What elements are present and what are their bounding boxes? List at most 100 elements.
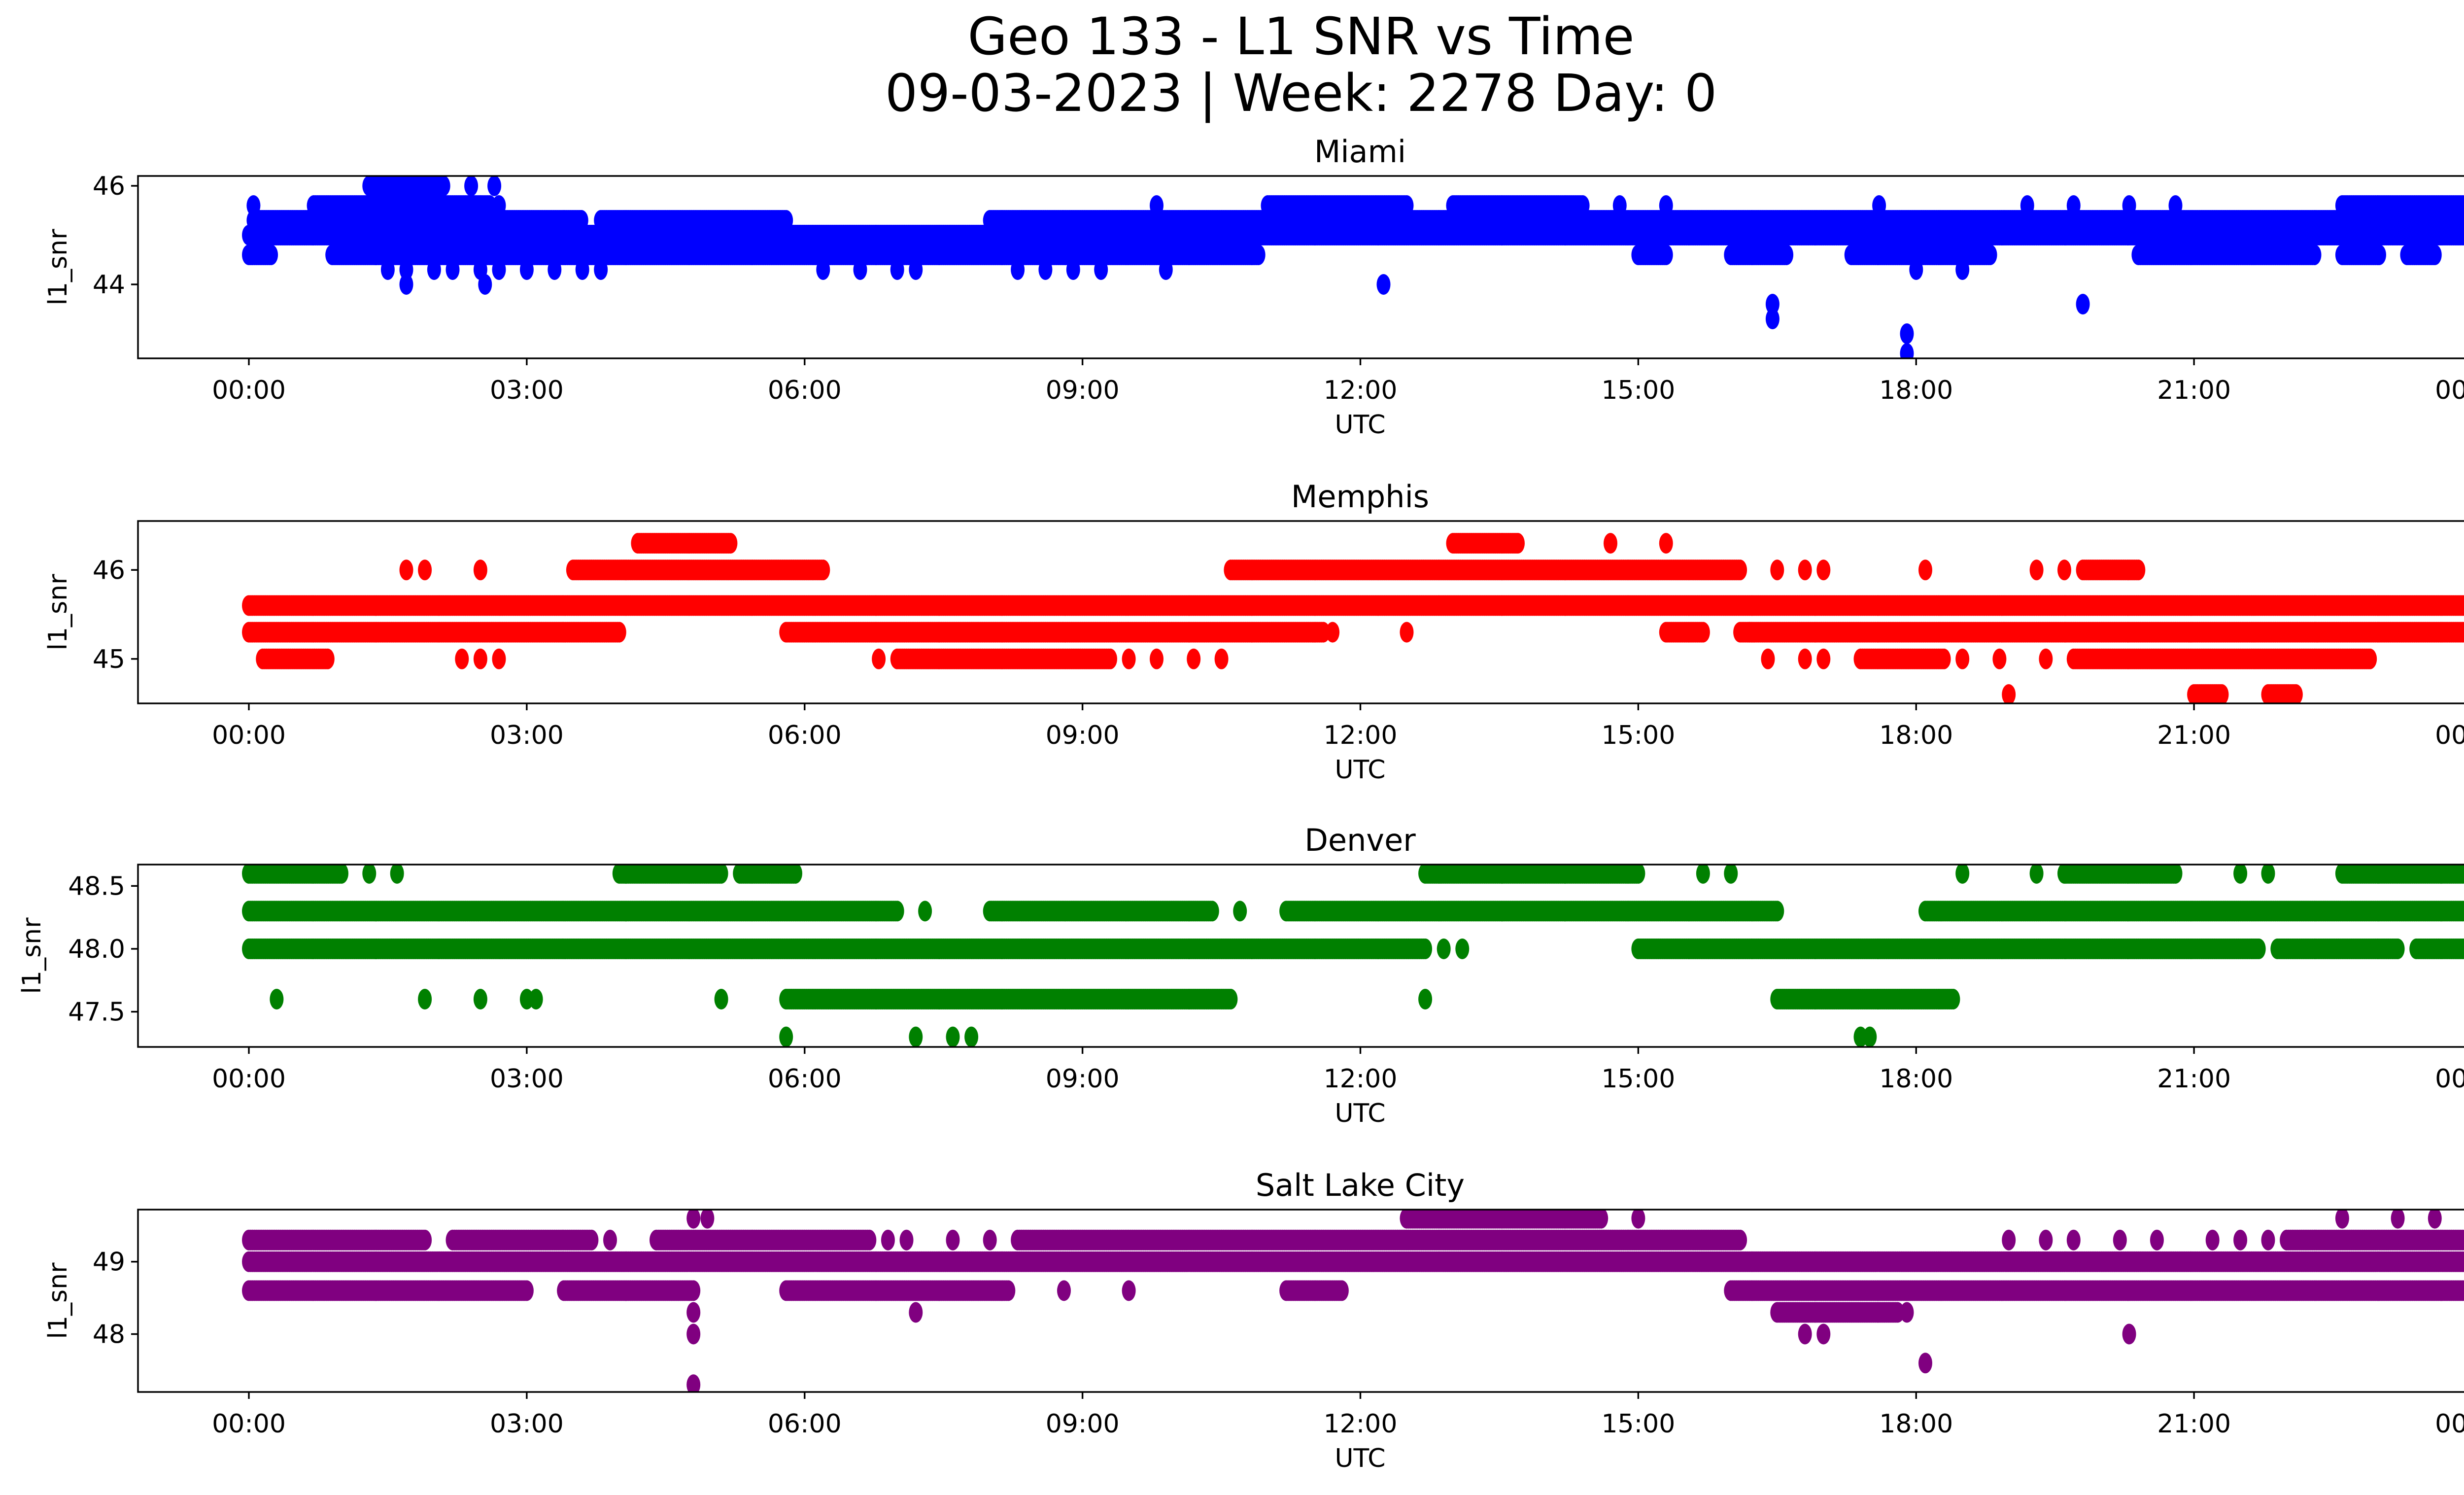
data-point [1659,244,1673,265]
segment [1724,244,1794,265]
x-tick-label: 21:00 [2157,376,2231,405]
data-point [1400,195,1414,216]
segment [779,622,1331,643]
data-point [2307,244,2322,265]
panel-title: Memphis [1291,479,1429,515]
data-point [890,259,904,280]
x-tick-label: 00:00 [212,376,286,405]
data-point [264,244,278,265]
data-point [1900,323,1914,344]
data-point [464,176,479,196]
data-point [1376,274,1391,295]
segment [983,210,2464,231]
y-tick-label: 44 [93,270,125,300]
segment [325,244,1266,265]
segment [594,210,793,231]
data-point [436,176,450,196]
data-point [473,195,487,216]
segment [1446,195,1590,216]
data-point [594,259,608,280]
data-point [1765,309,1780,329]
data-point [1872,195,1886,216]
data-point [492,259,506,280]
segment [242,622,626,643]
data-point [612,622,626,643]
panels: Miami 44 46 l1_snr 00:00 03:00 06:00 09:00 12:00… [17,134,2464,1473]
segment [2335,195,2464,216]
x-tick-label: 03:00 [490,376,564,405]
segment [362,176,450,196]
data-point [1909,259,1923,280]
data-point [2461,597,2464,614]
chart-title: Geo 133 - L1 SNR vs Time [967,6,1634,67]
x-tick-label: 06:00 [768,376,842,405]
x-tick-label: 15:00 [1601,376,1675,405]
data-point [779,210,793,231]
data-point [1765,294,1780,314]
segment [2335,244,2386,265]
data-point [574,210,588,231]
data-point [1983,244,1997,265]
data-point [2076,294,2090,314]
data-point [478,274,492,295]
data-point [1150,195,1164,216]
data-point [2461,212,2464,229]
data-point [2168,195,2183,216]
segment [2131,244,2322,265]
data-point [399,274,413,295]
data-point [519,259,534,280]
x-tick-label: 18:00 [1879,376,1953,405]
data-point [1955,259,1970,280]
x-tick-label: 09:00 [1046,376,1120,405]
data-point [399,259,413,280]
y-axis-label: l1_snr [43,229,73,306]
data-point [1159,259,1173,280]
x-axis-label: UTC [1335,410,1385,440]
data-point [548,259,562,280]
data-point [1011,259,1025,280]
data-point [1251,244,1266,265]
data-point [1780,244,1794,265]
data-point [853,259,867,280]
segment [242,244,278,265]
data-point [909,259,923,280]
data-point [2020,195,2034,216]
segment [1844,244,1997,265]
data-point [492,195,506,216]
segment [307,195,497,216]
data-point [2372,244,2386,265]
data-point [246,195,261,216]
data-point [2461,197,2464,214]
segment [1261,195,1414,216]
data-point [2066,195,2081,216]
data-point [380,259,395,280]
series-points [242,533,2464,703]
x-tick-label: 00:00 [2435,376,2464,405]
segment [1631,244,1673,265]
data-point [816,259,830,280]
segment [2400,244,2442,265]
data-point [445,259,460,280]
data-point [1575,195,1590,216]
data-point [427,259,441,280]
chart-subtitle: 09-03-2023 | Week: 2278 Day: 0 [885,63,1717,123]
data-point [2428,244,2442,265]
segment [242,595,2464,616]
data-point [575,259,589,280]
data-point [1612,195,1627,216]
y-tick-label: 46 [93,172,125,201]
data-point [1066,259,1080,280]
x-tick-label: 12:00 [1324,376,1398,405]
data-point [2461,227,2464,243]
data-point [1900,343,1914,358]
panel-title: Miami [1314,134,1406,170]
data-point [487,176,502,196]
panel-miami: Miami 44 46 l1_snr 00:00 03:00 06:00 09:00 12:00… [43,134,2464,440]
data-point [1659,195,1673,216]
data-point [2122,195,2136,216]
series-points [242,176,2464,358]
data-point [1094,259,1108,280]
data-point [1038,259,1053,280]
